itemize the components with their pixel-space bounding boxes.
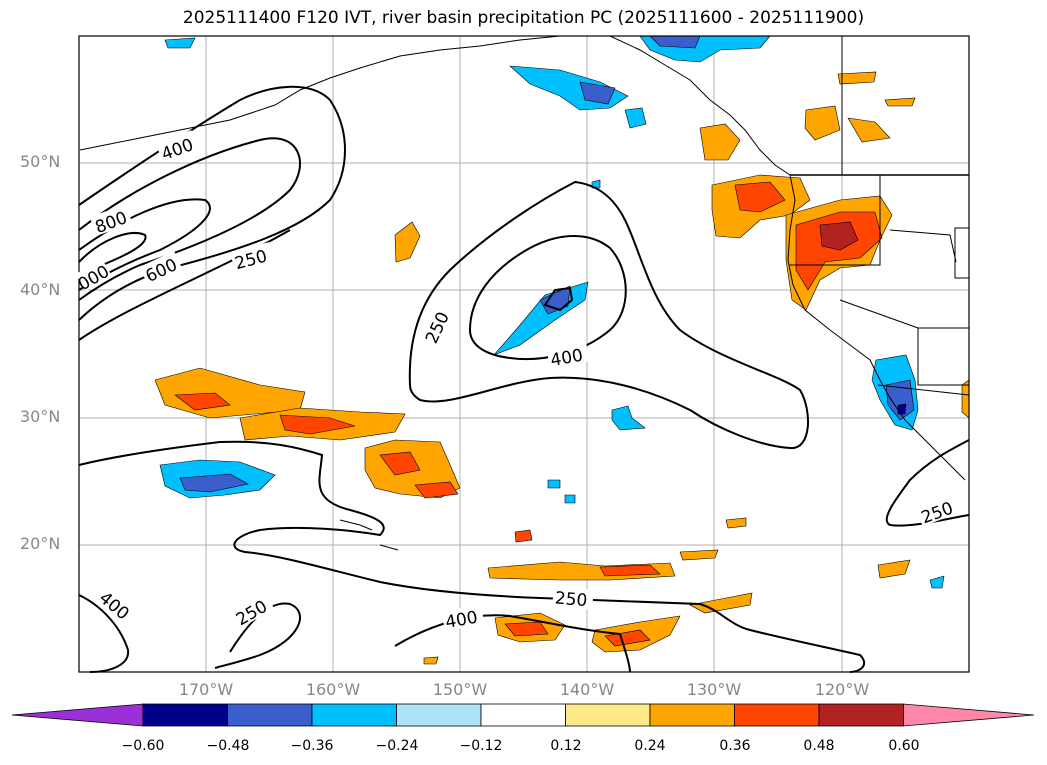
- lon-label-130w: 130°W: [686, 680, 742, 699]
- colorbar-segment: [818, 703, 904, 727]
- lat-label-50n: 50°N: [20, 152, 61, 171]
- lon-label-160w: 160°W: [305, 680, 361, 699]
- colorbar-segment: [396, 703, 482, 727]
- lon-label-170w: 170°W: [178, 680, 234, 699]
- colorbar: [11, 703, 1035, 727]
- colorbar-segment: [565, 703, 651, 727]
- colorbar-tick-3: −0.36: [290, 738, 334, 754]
- coastlines: [79, 35, 970, 551]
- colorbar-tick-1: −0.60: [121, 738, 165, 754]
- lon-label-150w: 150°W: [432, 680, 488, 699]
- colorbar-extend-high: [903, 703, 1035, 727]
- lat-label-20n: 20°N: [20, 534, 61, 553]
- colorbar-segment: [649, 703, 735, 727]
- precip-negative-areas: [159, 35, 945, 589]
- colorbar-tick-8: 0.36: [719, 738, 751, 754]
- colorbar-tick-9: 0.48: [803, 738, 835, 754]
- colorbar-segment: [227, 703, 313, 727]
- contour-label-11: 250: [554, 588, 588, 611]
- precip-positive-areas: [154, 71, 970, 665]
- map-title: 2025111400 F120 IVT, river basin precipi…: [182, 8, 865, 28]
- lat-label-30n: 30°N: [20, 407, 61, 426]
- colorbar-extend-low: [11, 703, 144, 727]
- colorbar-tick-2: −0.48: [206, 738, 250, 754]
- colorbar-tick-7: 0.24: [634, 738, 666, 754]
- colorbar-segment: [142, 703, 228, 727]
- colorbar-segment: [311, 703, 397, 727]
- colorbar-segment: [734, 703, 820, 727]
- colorbar-tick-6: 0.12: [550, 738, 582, 754]
- map-frame: [78, 35, 970, 673]
- lat-label-40n: 40°N: [20, 280, 61, 299]
- colorbar-tick-4: −0.24: [375, 738, 419, 754]
- colorbar-tick-5: −0.12: [459, 738, 503, 754]
- lon-label-140w: 140°W: [559, 680, 615, 699]
- colorbar-tick-10: 0.60: [888, 738, 920, 754]
- lon-label-120w: 120°W: [814, 680, 870, 699]
- colorbar-segment: [480, 703, 566, 727]
